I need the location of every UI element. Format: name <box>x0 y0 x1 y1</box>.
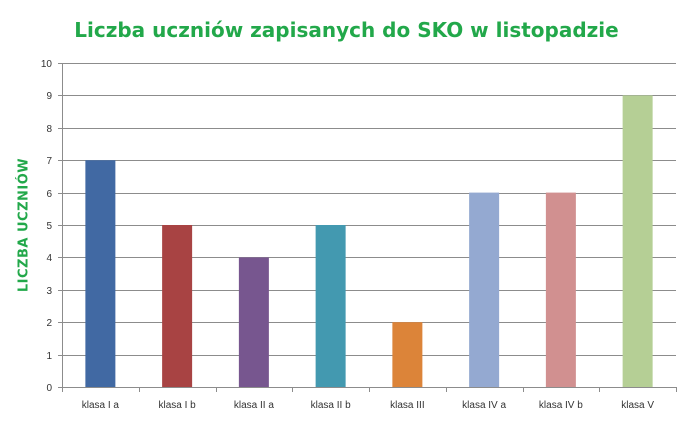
bar-1 <box>85 160 116 387</box>
y-tick-label: 1 <box>46 351 52 362</box>
chart-title: Liczba uczniów zapisanych do SKO w listo… <box>74 18 619 42</box>
axes <box>58 63 677 392</box>
bar-8 <box>622 95 653 388</box>
y-tick-label: 5 <box>46 221 52 232</box>
bar-2 <box>162 225 193 387</box>
gridlines <box>62 63 676 356</box>
x-tick-label: klasa V <box>621 400 654 411</box>
x-tick-label: klasa II a <box>234 400 274 411</box>
bars <box>85 95 653 388</box>
y-tick-label: 2 <box>46 318 52 329</box>
x-tick-label: klasa III <box>390 400 424 411</box>
bar-7 <box>545 192 576 387</box>
y-tick-label: 8 <box>46 124 52 135</box>
bar-6 <box>469 192 500 387</box>
y-tick-labels: 0 1 2 3 4 5 6 7 8 9 10 <box>41 59 53 394</box>
y-tick-label: 10 <box>41 59 53 70</box>
y-tick-label: 4 <box>46 253 52 264</box>
bar-4 <box>315 225 346 387</box>
x-tick-label: klasa IV a <box>462 400 506 411</box>
x-tick-label: klasa IV b <box>539 400 583 411</box>
y-tick-label: 6 <box>46 189 52 200</box>
y-tick-label: 3 <box>46 286 52 297</box>
bar-3 <box>238 257 269 387</box>
y-tick-label: 9 <box>46 91 52 102</box>
x-tick-label: klasa II b <box>311 400 351 411</box>
x-tick-labels: klasa I a klasa I b klasa II a klasa II b kl… <box>82 400 655 411</box>
bar-5 <box>392 322 423 387</box>
y-tick-label: 7 <box>46 156 52 167</box>
y-tick-label: 0 <box>46 383 52 394</box>
x-tick-label: klasa I b <box>159 400 197 411</box>
x-tick-label: klasa I a <box>82 400 120 411</box>
